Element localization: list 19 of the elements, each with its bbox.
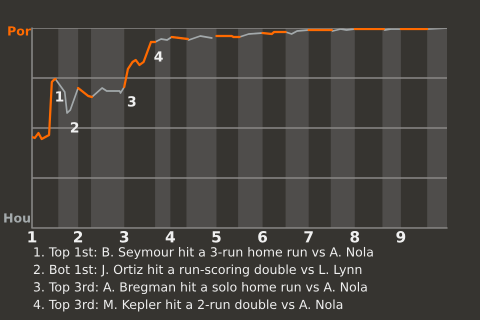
text: Hou xyxy=(4,213,30,223)
x-tick-label: 7 xyxy=(304,231,313,242)
text: 1. Top 1st: B. Seymour hit a 3-run home run vs A. Nola xyxy=(34,246,373,260)
text: 4. Top 3rd: M. Kepler hit a 2-run double vs A. Nola xyxy=(34,299,342,312)
x-tick-label: 6 xyxy=(258,231,268,243)
text: 2. Bot 1st: J. Ortiz hit a run-scoring double vs L. Lynn xyxy=(34,264,362,277)
x-tick-label: 2 xyxy=(74,231,82,242)
annotation: 2 xyxy=(70,122,78,132)
annotation: 4 xyxy=(154,51,163,62)
x-tick-label: 3 xyxy=(120,231,128,243)
text: 3. Top 3rd: A. Bregman hit a solo home run vs A. Nola xyxy=(34,282,367,294)
x-tick-label: 4 xyxy=(166,231,175,242)
x-tick-label: 9 xyxy=(396,231,406,243)
annotation: 1 xyxy=(56,91,64,102)
annotation: 3 xyxy=(128,96,136,107)
text: Por xyxy=(8,26,31,36)
x-tick-label: 1 xyxy=(28,231,36,242)
x-tick-label: 5 xyxy=(212,231,221,243)
x-tick-label: 8 xyxy=(350,231,360,243)
